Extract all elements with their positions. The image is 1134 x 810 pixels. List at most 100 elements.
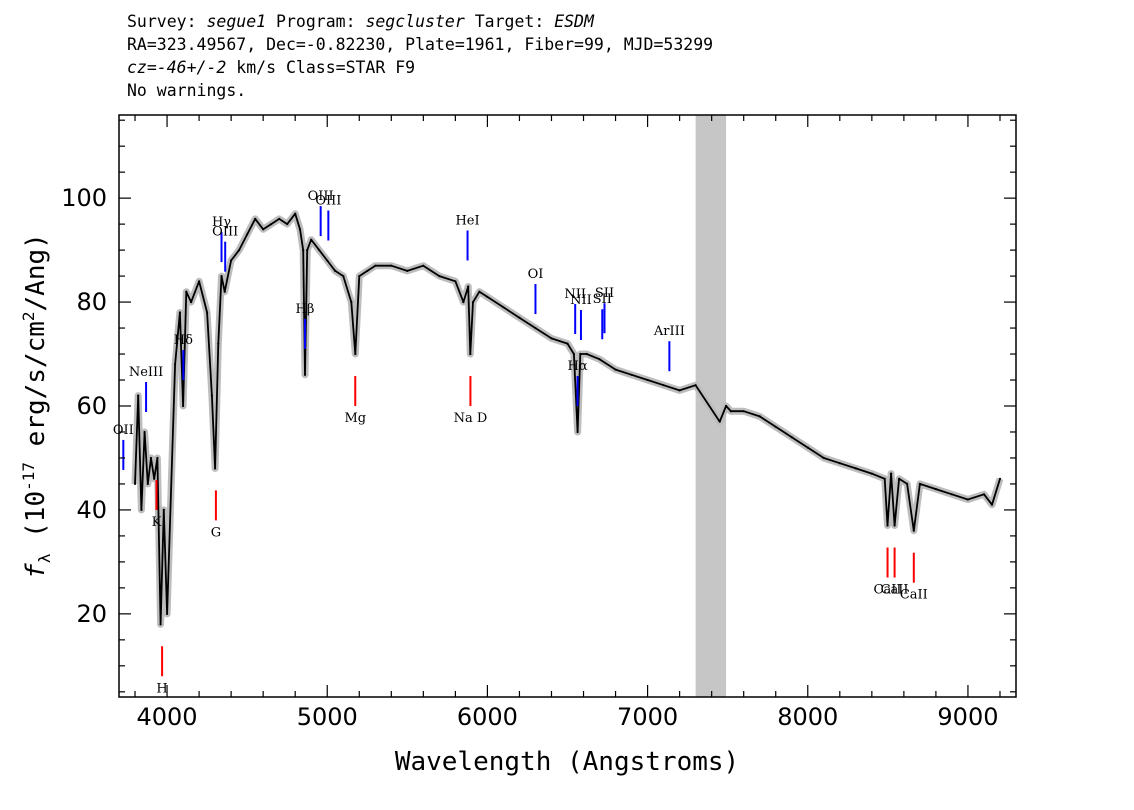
y-axis-title-f: f [21, 563, 51, 579]
flux-error-band [131, 210, 1004, 628]
series-layer [131, 210, 1004, 628]
flux-data-point [190, 301, 193, 304]
flux-data-point [178, 311, 181, 314]
flux-data-point [185, 290, 188, 293]
flux-data-point [950, 493, 954, 496]
flux-data-point [598, 358, 601, 361]
program-label: Program: [266, 12, 366, 31]
x-tick-label: 7000 [617, 703, 678, 731]
flux-data-point [886, 524, 889, 527]
flux-data-point [223, 290, 226, 293]
emission-line-label: OIII [212, 225, 238, 240]
flux-data-point [334, 269, 337, 272]
flux-data-point [912, 529, 915, 532]
flux-data-point [246, 233, 249, 236]
flux-data-point [725, 404, 728, 408]
emission-line-label: NeIII [129, 365, 163, 380]
x-tick-label: 5000 [297, 703, 358, 731]
flux-data-point [406, 269, 409, 272]
cz-label: cz [127, 58, 147, 77]
flux-data-point [366, 269, 369, 272]
flux-data-point [262, 228, 265, 231]
survey-value: segue1 [206, 12, 267, 31]
y-tick-label: 80 [76, 288, 107, 316]
flux-data-point [342, 275, 345, 278]
emission-line-label: Hβ [296, 302, 315, 317]
x-axis-title: Wavelength (Angstroms) [395, 747, 739, 777]
emission-line-label: SII [593, 292, 612, 307]
flux-data-point [906, 482, 909, 485]
ticks-layer: 4000 5000 6000 7000 8000 9000 20 40 60 80 100 [61, 115, 1016, 731]
flux-data-point [918, 482, 922, 485]
absorption-line-label: Na D [454, 411, 488, 426]
flux-data-point [742, 410, 745, 413]
flux-data-point [774, 425, 777, 428]
flux-data-point [758, 415, 761, 418]
flux-data-point [572, 352, 576, 356]
flux-data-point [990, 503, 994, 506]
flux-data-point [298, 228, 302, 231]
flux-data-point [217, 342, 220, 345]
flux-data-point [630, 373, 633, 376]
emission-line-label: OI [528, 267, 544, 282]
flux-data-point [306, 249, 309, 252]
flux-data-point [156, 456, 159, 460]
flux-data-point [270, 223, 273, 226]
flux-data-point [678, 389, 681, 392]
flux-data-point [478, 290, 481, 293]
flux-data-point [579, 352, 582, 356]
target-value: ESDM [554, 12, 594, 31]
flux-data-point [238, 249, 241, 252]
flux-data-point [893, 524, 896, 527]
emission-line-label: Hα [568, 359, 588, 374]
flux-data-point [220, 275, 223, 278]
flux-data-point [718, 420, 721, 423]
flux-data-point [254, 217, 257, 220]
flux-data-point [790, 436, 793, 439]
absorption-line-label: Mg [344, 411, 366, 426]
emission-line-label: OII [113, 423, 134, 438]
y-axis-title-exp2: 2 [19, 311, 38, 321]
header-line-survey: Survey: segue1 Program: segcluster Targe… [127, 10, 713, 33]
absorption-line-label: G [211, 525, 221, 540]
header-line-redshift: cz=-46+/-2 km/s Class=STAR F9 [127, 56, 713, 79]
flux-data-point [230, 259, 233, 262]
flux-data-point [566, 342, 569, 345]
flux-data-point [486, 295, 489, 298]
emission-line-label: Hδ [174, 333, 193, 348]
flux-data-point [646, 378, 649, 382]
y-tick-label: 40 [76, 496, 107, 524]
flux-data-point [518, 316, 521, 319]
flux-data-point [502, 306, 505, 309]
y-axis-title-exp1: -17 [19, 462, 38, 491]
flux-data-point [374, 264, 377, 267]
emission-line-label: OIII [315, 194, 341, 209]
flux-data-point [471, 301, 475, 304]
flux-data-point [350, 301, 353, 304]
flux-data-point [934, 488, 938, 491]
flux-data-point [286, 223, 289, 226]
flux-data-point [576, 430, 579, 434]
flux-data-point [469, 352, 472, 356]
flux-data-point [318, 249, 321, 252]
flux-data-point [534, 327, 537, 330]
flux-data-point [822, 456, 825, 460]
flux-data-point [206, 311, 209, 314]
flux-data-point [310, 238, 313, 241]
emission-line-label: NII [564, 287, 586, 302]
flux-data-point [467, 285, 470, 288]
flux-data-point [162, 508, 165, 511]
absorption-line-label: H [156, 681, 167, 696]
flux-data-point [137, 394, 140, 397]
emission-line-label: OIII [308, 189, 334, 204]
header-line-warnings: No warnings. [127, 81, 247, 100]
flux-data-point [143, 430, 146, 434]
flux-data-point [354, 352, 357, 356]
x-tick-label: 9000 [937, 703, 998, 731]
flux-data-point [694, 384, 697, 387]
y-axis-title: fλ (10-17 erg/s/cm2/Ang) [19, 233, 54, 579]
flux-data-point [462, 301, 465, 304]
flux-data-point [982, 493, 986, 496]
y-axis-title-part3: /Ang) [21, 233, 51, 311]
